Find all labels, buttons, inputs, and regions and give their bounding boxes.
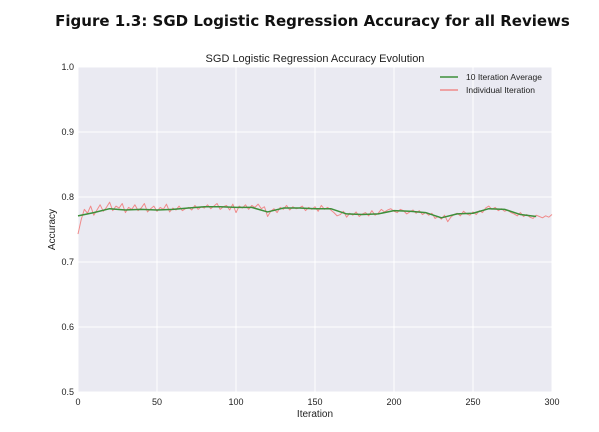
y-tick-label: 1.0 xyxy=(61,62,74,72)
y-tick-label: 0.8 xyxy=(61,192,74,202)
grid-lines xyxy=(77,66,553,393)
x-tick-label: 250 xyxy=(465,397,480,407)
x-tick-label: 200 xyxy=(386,397,401,407)
x-tick-label: 50 xyxy=(152,397,162,407)
x-tick-label: 100 xyxy=(228,397,243,407)
series-line-individual xyxy=(77,201,553,235)
series-layer xyxy=(77,201,553,235)
y-axis-ticks: 0.5 0.6 0.7 0.8 0.9 1.0 xyxy=(61,62,74,397)
y-tick-label: 0.5 xyxy=(61,387,74,397)
x-axis-ticks: 0 50 100 150 200 250 300 xyxy=(75,397,559,407)
y-tick-label: 0.9 xyxy=(61,127,74,137)
series-line-average xyxy=(77,206,537,219)
x-tick-label: 300 xyxy=(544,397,559,407)
legend: 10 Iteration Average Individual Iteration xyxy=(440,72,542,95)
x-tick-label: 150 xyxy=(307,397,322,407)
legend-label: 10 Iteration Average xyxy=(466,72,542,82)
figure-caption: Figure 1.3: SGD Logistic Regression Accu… xyxy=(55,12,570,30)
y-tick-label: 0.6 xyxy=(61,322,74,332)
y-tick-label: 0.7 xyxy=(61,257,74,267)
chart-title: SGD Logistic Regression Accuracy Evoluti… xyxy=(206,53,425,65)
x-tick-label: 0 xyxy=(75,397,80,407)
x-axis-label: Iteration xyxy=(297,409,333,420)
y-axis-label: Accuracy xyxy=(47,209,58,250)
legend-label: Individual Iteration xyxy=(466,85,535,95)
